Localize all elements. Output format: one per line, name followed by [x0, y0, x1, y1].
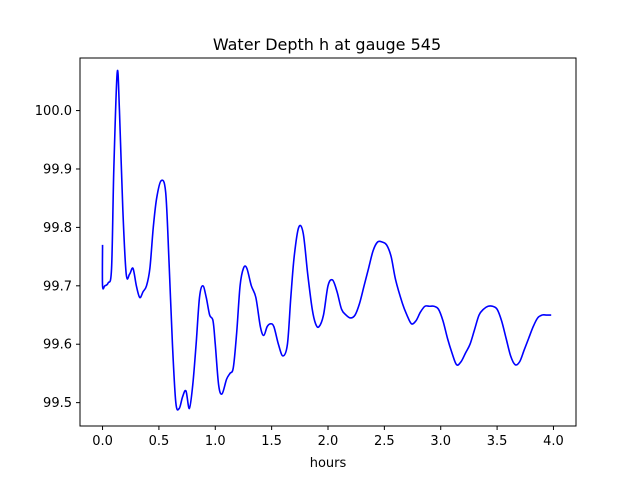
y-tick-label: 100.0	[35, 104, 72, 119]
plot-frame	[79, 57, 577, 427]
y-tick-label: 99.8	[43, 221, 72, 236]
y-tick-label: 99.9	[43, 162, 72, 177]
axis-ticks: 0.0 0.5 1.0 1.5 2.0 2.5 3.0 3.5 4.0 99.5 99.6 99.7 9…	[35, 104, 564, 449]
chart-title: Water Depth h at gauge 545	[213, 35, 441, 54]
series-line	[101, 69, 552, 411]
x-tick-label: 4.0	[543, 434, 564, 449]
x-tick-label: 0.5	[149, 434, 170, 449]
y-tick-label: 99.5	[43, 396, 72, 411]
x-tick-label: 2.0	[318, 434, 339, 449]
x-tick-label: 0.0	[92, 434, 113, 449]
x-tick-label: 3.0	[430, 434, 451, 449]
y-tick-label: 99.6	[43, 338, 72, 353]
x-tick-label: 2.5	[374, 434, 395, 449]
x-axis-label: hours	[310, 456, 347, 471]
x-tick-label: 1.0	[205, 434, 226, 449]
x-tick-label: 1.5	[261, 434, 282, 449]
x-tick-label: 3.5	[487, 434, 508, 449]
y-tick-label: 99.7	[43, 279, 72, 294]
